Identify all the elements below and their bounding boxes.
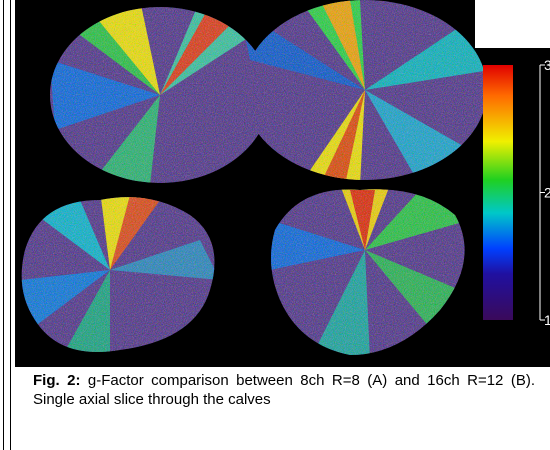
caption-text: g-Factor comparison between 8ch R=8 (A) … <box>33 372 535 408</box>
caption: Fig. 2: g-Factor comparison between 8ch … <box>33 371 535 409</box>
caption-label: Fig. 2: <box>33 372 81 389</box>
colorbar-tick-label: 2 <box>544 185 550 201</box>
panel-label: A <box>440 164 459 194</box>
colorbar-ticks: 3 2 1 <box>540 57 550 328</box>
panel-label: B <box>438 326 457 356</box>
gfactor-map-a <box>50 0 487 183</box>
colorbar <box>483 65 513 320</box>
colorbar-tick-label: 1 <box>544 312 550 328</box>
white-box <box>475 0 550 48</box>
colorbar-tick-label: 3 <box>544 57 550 73</box>
